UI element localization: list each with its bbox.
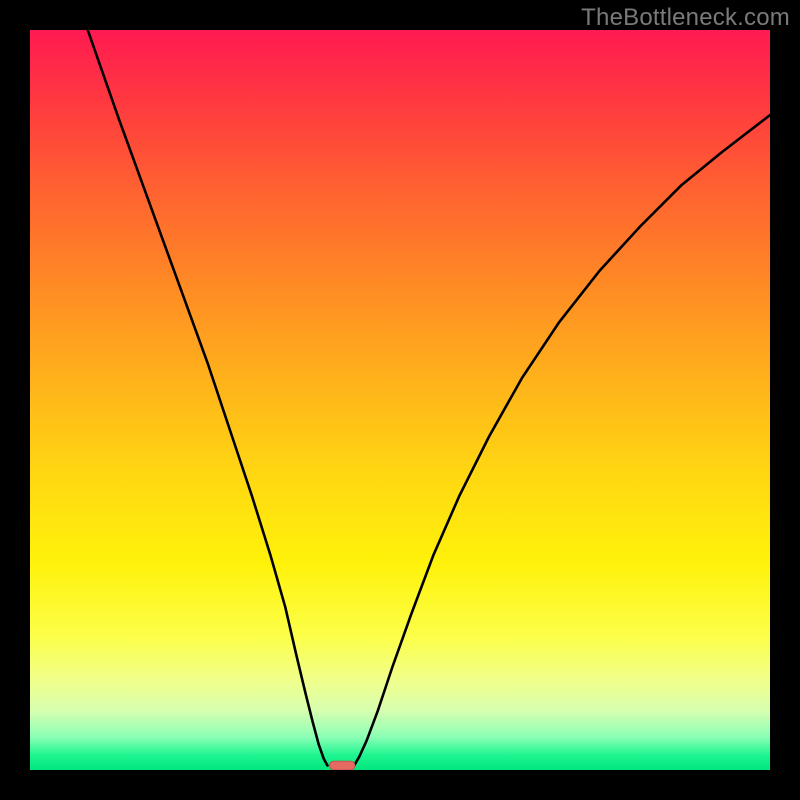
- chart-frame: TheBottleneck.com: [0, 0, 800, 800]
- watermark-text: TheBottleneck.com: [581, 4, 790, 32]
- bottleneck-chart: [30, 30, 770, 770]
- optimum-marker: [330, 761, 355, 770]
- gradient-background: [30, 30, 770, 770]
